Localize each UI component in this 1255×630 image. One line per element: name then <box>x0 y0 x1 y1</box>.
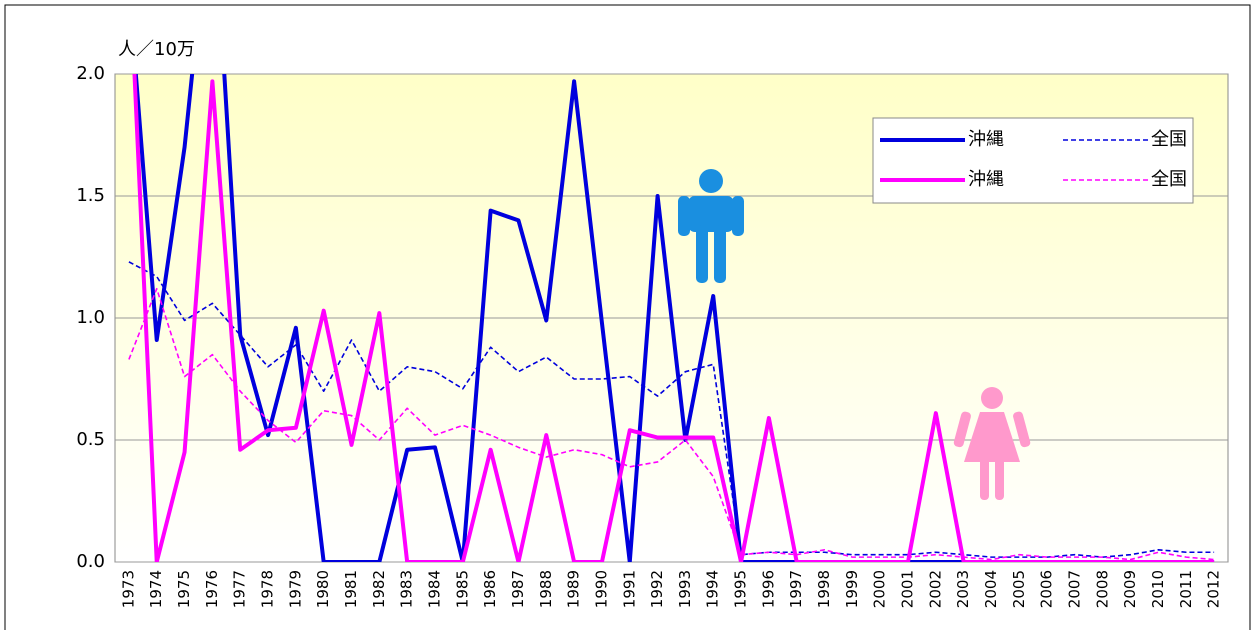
series-line <box>128 287 1215 561</box>
legend-label: 沖縄 <box>968 169 1004 190</box>
x-tick-label: 2000 <box>871 570 889 608</box>
x-tick-label: 1981 <box>342 570 360 608</box>
series-line <box>128 261 1215 558</box>
female-icon <box>953 387 1031 500</box>
x-tick-label: 1989 <box>565 570 583 608</box>
x-tick-label: 1986 <box>481 570 499 608</box>
x-tick-label: 2006 <box>1038 570 1056 608</box>
x-tick-label: 1982 <box>370 570 388 608</box>
y-tick-label: 2.0 <box>76 63 105 84</box>
x-tick-label: 1983 <box>398 570 416 608</box>
y-tick-label: 1.5 <box>76 185 105 206</box>
x-tick-label: 1995 <box>732 570 750 608</box>
x-tick-label: 1975 <box>175 570 193 608</box>
x-tick-label: 2005 <box>1010 570 1028 608</box>
x-tick-label: 1979 <box>286 570 304 608</box>
x-tick-label: 2003 <box>954 570 972 608</box>
x-tick-label: 1993 <box>676 570 694 608</box>
x-tick-label: 2010 <box>1149 570 1167 608</box>
x-tick-label: 1994 <box>704 570 722 608</box>
legend <box>872 117 1194 204</box>
x-tick-label: 1978 <box>259 570 277 608</box>
x-tick-label: 1997 <box>787 570 805 608</box>
x-tick-label: 1977 <box>231 570 249 608</box>
legend-label: 全国 <box>1151 129 1187 150</box>
x-tick-label: 1992 <box>648 570 666 608</box>
frame <box>4 4 1251 630</box>
x-tick-label: 2004 <box>982 570 1000 608</box>
x-tick-label: 2012 <box>1205 570 1223 608</box>
x-tick-label: 1976 <box>203 570 221 608</box>
y-tick-label: 0.5 <box>76 429 105 450</box>
x-tick-label: 1999 <box>843 570 861 608</box>
x-tick-label: 1985 <box>453 570 471 608</box>
x-tick-label: 1984 <box>425 570 443 608</box>
x-tick-label: 1998 <box>815 570 833 608</box>
x-tick-label: 2002 <box>926 570 944 608</box>
legend-label: 全国 <box>1151 169 1187 190</box>
x-tick-label: 2009 <box>1121 570 1139 608</box>
x-tick-label: 1973 <box>119 570 137 608</box>
x-tick-label: 2001 <box>899 570 917 608</box>
legend-label: 沖縄 <box>968 129 1004 150</box>
x-tick-label: 2008 <box>1093 570 1111 608</box>
x-tick-label: 2011 <box>1177 570 1195 608</box>
y-tick-label: 0.0 <box>76 551 105 572</box>
x-tick-label: 1991 <box>620 570 638 608</box>
x-tick-label: 1990 <box>592 570 610 608</box>
male-icon <box>678 169 744 283</box>
x-tick-label: 2007 <box>1065 570 1083 608</box>
series-line <box>133 74 1215 562</box>
x-tick-label: 1974 <box>147 570 165 608</box>
series-line <box>132 74 1215 562</box>
x-tick-label: 1987 <box>509 570 527 608</box>
x-tick-label: 1980 <box>314 570 332 608</box>
y-tick-label: 1.0 <box>76 307 105 328</box>
y-axis-label: 人／10万 <box>118 39 195 60</box>
x-tick-label: 1988 <box>537 570 555 608</box>
x-tick-label: 1996 <box>759 570 777 608</box>
